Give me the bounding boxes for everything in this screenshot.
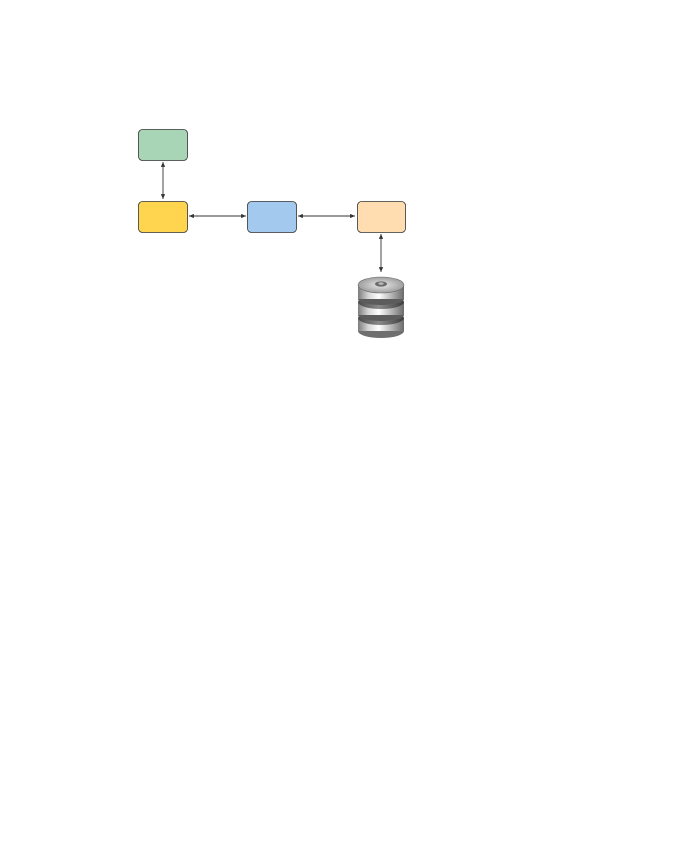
node-top-green[interactable]	[138, 129, 188, 161]
node-right-peach-box	[357, 201, 406, 233]
node-right-peach[interactable]	[357, 201, 406, 233]
database-icon[interactable]	[357, 276, 405, 338]
node-center-blue-box	[247, 201, 297, 233]
node-center-blue[interactable]	[247, 201, 297, 233]
node-left-yellow-box	[138, 201, 188, 233]
node-left-yellow[interactable]	[138, 201, 188, 233]
node-top-green-box	[138, 129, 188, 161]
